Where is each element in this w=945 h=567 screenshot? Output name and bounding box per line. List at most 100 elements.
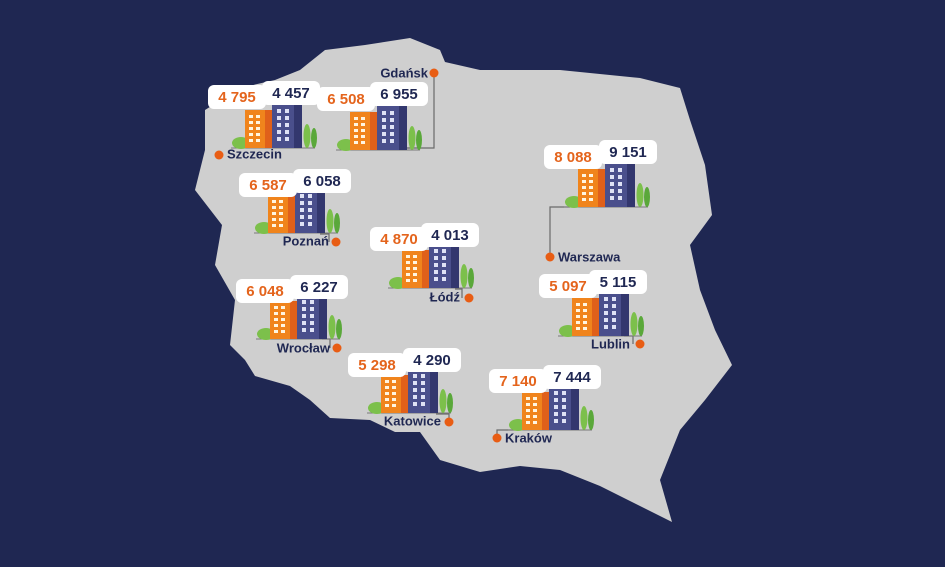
- window: [582, 186, 586, 189]
- window: [302, 328, 306, 332]
- connector: [549, 206, 570, 257]
- window: [554, 412, 558, 416]
- window: [406, 273, 410, 276]
- window: [610, 196, 614, 200]
- navy-value: 5 115: [600, 274, 637, 291]
- window: [385, 404, 389, 407]
- window: [385, 386, 389, 389]
- window: [354, 123, 358, 126]
- window: [279, 224, 283, 227]
- window: [300, 222, 304, 226]
- window: [285, 116, 289, 120]
- orange-value-box: [317, 87, 375, 111]
- window: [382, 132, 386, 136]
- navy-value-box: [290, 275, 348, 299]
- window: [256, 127, 260, 130]
- orange-value: 5 298: [358, 357, 396, 374]
- window: [392, 404, 396, 407]
- window: [582, 198, 586, 201]
- window: [300, 201, 304, 205]
- orange-value-box: [348, 353, 406, 377]
- tree: [460, 264, 468, 288]
- city-dot: [429, 68, 439, 78]
- city-group: [367, 369, 453, 422]
- window: [533, 415, 537, 418]
- window: [300, 194, 304, 198]
- window: [610, 175, 614, 179]
- window: [434, 263, 438, 267]
- window: [562, 412, 566, 416]
- window: [413, 279, 417, 282]
- navy-building-side: [430, 369, 438, 413]
- city-dot: [332, 343, 342, 353]
- window: [277, 137, 281, 141]
- window: [354, 117, 358, 120]
- window: [272, 212, 276, 215]
- window: [274, 306, 278, 309]
- window: [589, 174, 593, 177]
- city-dot: [214, 150, 224, 160]
- window: [274, 312, 278, 315]
- navy-value-box: [293, 169, 351, 193]
- orange-building: [578, 169, 598, 207]
- window: [406, 267, 410, 270]
- navy-building-side: [317, 189, 325, 233]
- orange-value: 4 870: [380, 231, 418, 248]
- window: [256, 133, 260, 136]
- window: [300, 208, 304, 212]
- navy-value: 7 444: [553, 369, 591, 386]
- window: [274, 324, 278, 327]
- window: [554, 405, 558, 409]
- window: [272, 206, 276, 209]
- orange-building: [572, 298, 592, 336]
- window: [618, 189, 622, 193]
- window: [281, 324, 285, 327]
- city-group: [256, 295, 342, 348]
- window: [413, 395, 417, 399]
- window: [382, 139, 386, 143]
- window: [562, 419, 566, 423]
- window: [281, 318, 285, 321]
- window: [582, 174, 586, 177]
- window: [442, 270, 446, 274]
- orange-building: [270, 301, 290, 339]
- window: [392, 398, 396, 401]
- window: [604, 318, 608, 322]
- city-dot: [492, 433, 502, 443]
- connector: [405, 73, 435, 149]
- tree: [303, 124, 311, 148]
- tree: [630, 312, 638, 336]
- navy-building: [377, 106, 399, 150]
- orange-value-box: [489, 369, 547, 393]
- city-dot: [331, 237, 341, 247]
- window: [562, 391, 566, 395]
- window: [279, 212, 283, 215]
- navy-value: 4 290: [413, 352, 451, 369]
- window: [576, 315, 580, 318]
- window: [300, 215, 304, 219]
- window: [618, 175, 622, 179]
- navy-building: [599, 292, 621, 336]
- window: [612, 325, 616, 329]
- window: [390, 132, 394, 136]
- city-name: Kraków: [505, 430, 553, 445]
- window: [285, 109, 289, 113]
- orange-value: 6 587: [249, 177, 287, 194]
- orange-building-side: [542, 392, 549, 430]
- window: [249, 133, 253, 136]
- window: [526, 409, 530, 412]
- window: [302, 300, 306, 304]
- tree: [416, 130, 422, 150]
- window: [249, 121, 253, 124]
- window: [310, 307, 314, 311]
- city-dot: [464, 293, 474, 303]
- window: [554, 419, 558, 423]
- tree: [644, 187, 650, 207]
- tree: [636, 183, 644, 207]
- window: [434, 270, 438, 274]
- window: [302, 307, 306, 311]
- window: [604, 325, 608, 329]
- window: [308, 222, 312, 226]
- city-name: Łódź: [430, 289, 461, 304]
